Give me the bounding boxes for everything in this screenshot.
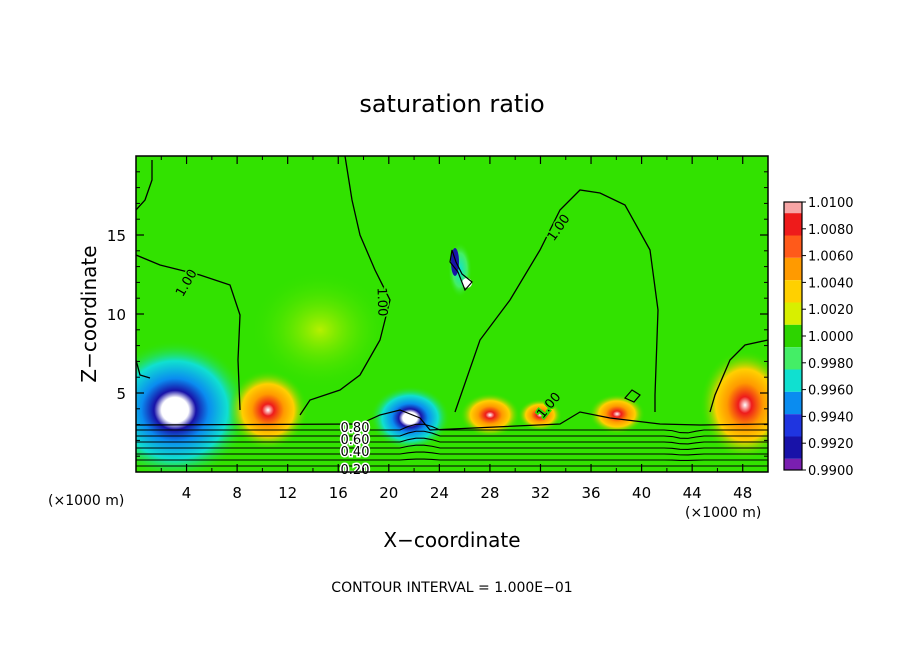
contour-line [136,451,768,456]
contour-line [136,437,768,445]
contour-line [454,189,659,413]
colorbar-swatch [784,202,802,214]
x-tick-label: 8 [232,484,242,502]
x-axis-label: X−coordinate [383,528,520,552]
x-unit-label-right: (×1000 m) [685,505,761,521]
contour-line [136,409,768,431]
contour-label: 1.00 [373,287,389,316]
contour-label: 0.80 [341,421,370,436]
colorbar-label: 0.9920 [808,437,854,452]
x-tick-label: 4 [182,484,192,502]
colorbar-swatch [784,347,802,370]
colorbar-swatch [784,324,802,348]
colorbar-swatch [784,302,802,325]
contour-label: 0.40 [341,445,370,460]
contour-interval-note: CONTOUR INTERVAL = 1.000E−01 [331,580,572,596]
ground-region [136,428,768,472]
dry-region [370,386,450,450]
colorbar-label: 1.0100 [808,196,854,211]
contour-line [136,160,153,211]
chart-title: saturation ratio [359,90,544,118]
colorbar-label: 0.9960 [808,384,854,399]
dry-region [136,340,250,472]
colorbar-swatch [784,257,802,281]
contour-line [709,339,768,413]
colorbar-label: 0.9940 [808,410,854,425]
contour-line [136,458,768,462]
y-tick-label: 5 [116,385,126,403]
colorbar-swatch [784,436,802,459]
contour-line [136,423,768,434]
x-tick-label: 24 [430,484,449,502]
supersaturated-region [518,399,562,431]
contour-line [136,254,241,411]
x-tick-label: 28 [480,484,499,502]
colorbar-label: 1.0080 [808,223,854,238]
x-tick-label: 36 [581,484,600,502]
y-tick-label: 10 [107,306,126,324]
x-tick-label: 16 [329,484,348,502]
x-tick-label: 48 [733,484,752,502]
low-level-contours [136,423,768,467]
colorbar-swatch [784,213,802,236]
colorbar-swatch [784,235,802,258]
contour-line [299,156,391,416]
colorbar-swatch [784,280,802,303]
colorbar-label: 0.9980 [808,357,854,372]
supersaturated-region [589,394,645,434]
colorbar-label: 1.0060 [808,250,854,265]
y-axis-ticks: 5 10 15 [107,171,768,457]
x-tick-label: 40 [632,484,651,502]
moist-region [250,270,390,390]
colorbar-swatch [784,458,802,470]
x-tick-label: 20 [379,484,398,502]
contour-line [136,359,151,379]
y-axis-label: Z−coordinate [77,245,101,382]
colorbar-label: 0.9900 [808,464,854,479]
contour-line [136,430,768,439]
colorbar-swatch [784,414,802,437]
dry-region [451,248,459,276]
colorbar-label: 1.0040 [808,276,854,291]
x-unit-label-left: (×1000 m) [48,493,124,509]
plot-area [136,156,768,472]
colorbar-label: 1.0000 [808,330,854,345]
contour-line [624,389,641,403]
contour-line [136,444,768,450]
colorbar: 1.0100 1.0080 1.0060 1.0040 1.0020 1.0000 0.99… [783,196,854,479]
contour-label: 0.60 [341,433,370,448]
colorbar-label: 1.0020 [808,303,854,318]
y-tick-label: 15 [107,227,126,245]
x-tick-label: 44 [683,484,702,502]
x-tick-label: 12 [278,484,297,502]
colorbar-swatch [784,369,802,392]
contour-label: 0.20 [341,463,370,478]
x-axis-ticks: 4 8 12 16 20 24 28 32 36 40 44 48 [160,156,752,502]
x-tick-label: 32 [531,484,550,502]
supersaturated-region [700,350,768,460]
contour-line [449,249,473,292]
colorbar-swatch [784,391,802,415]
